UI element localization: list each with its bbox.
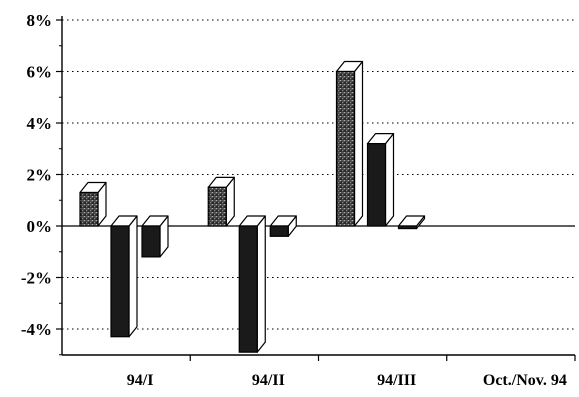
bar (79, 181, 107, 227)
x-tick-label: 94/III (377, 372, 416, 389)
x-tick-label: Oct./Nov. 94 (483, 372, 567, 389)
bar (207, 176, 235, 227)
y-tick-label: -4% (21, 320, 52, 339)
tick-labels: 8% 6% 4% 2% 0% -2% -4% 94/I 94/II 94/III Oct./Nov.… (21, 11, 567, 389)
gridlines (62, 19, 575, 330)
y-tick-label: 6% (27, 63, 53, 82)
y-tick-label: 4% (27, 114, 53, 133)
bar (269, 215, 297, 237)
bars (79, 60, 426, 353)
y-tick-label: 2% (27, 166, 53, 185)
bar (110, 215, 138, 338)
y-tick-label: -2% (21, 269, 52, 288)
bar (141, 215, 169, 258)
bar (238, 215, 266, 353)
bar (335, 60, 364, 227)
bar (397, 215, 426, 230)
x-tick-label: 94/II (252, 372, 285, 389)
bar (366, 133, 395, 227)
x-tick-label: 94/I (127, 372, 154, 389)
y-tick-label: 8% (27, 11, 53, 30)
y-tick-label: 0% (27, 217, 53, 236)
